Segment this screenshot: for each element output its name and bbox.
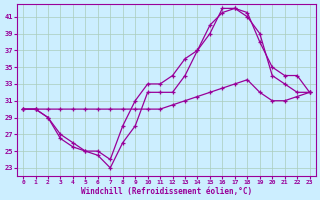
- X-axis label: Windchill (Refroidissement éolien,°C): Windchill (Refroidissement éolien,°C): [81, 187, 252, 196]
